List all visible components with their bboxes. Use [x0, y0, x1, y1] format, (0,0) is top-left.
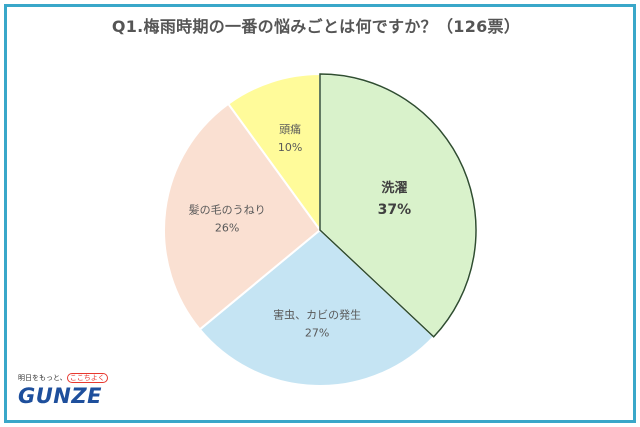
slice-label-2: 害虫、カビの発生	[273, 308, 361, 322]
slice-value-label-1: 37%	[378, 202, 412, 218]
pie-slice-3	[163, 102, 322, 331]
logo-brand: GUNZE	[18, 384, 102, 408]
pie-slice-highlight-outline	[319, 73, 477, 338]
slice-label-4: 頭痛	[279, 122, 301, 136]
slice-label-1: 洗濯	[381, 180, 407, 196]
slice-value-label-2: 27%	[305, 327, 329, 340]
pie-slice-4	[226, 72, 321, 234]
slice-label-3: 髪の毛のうねり	[189, 202, 266, 216]
pie-slice-2	[198, 228, 436, 387]
chart-title: Q1.梅雨時期の一番の悩みごとは何ですか？（126票）	[111, 17, 521, 36]
slice-value-label-4: 10%	[278, 141, 302, 154]
pie-slices	[163, 72, 477, 387]
logo-tagline-pre: 明日をもっと、	[18, 374, 67, 382]
pie-labels: 洗濯 37% 害虫、カビの発生 27% 髪の毛のうねり 26% 頭痛 10%	[189, 122, 412, 340]
logo-tagline-highlight: ここちよく	[66, 373, 108, 383]
slice-value-label-3: 26%	[215, 221, 239, 234]
gunze-logo: 明日をもっと、 ここちよく GUNZE	[18, 373, 128, 413]
logo-tagline: 明日をもっと、 ここちよく	[18, 373, 108, 383]
